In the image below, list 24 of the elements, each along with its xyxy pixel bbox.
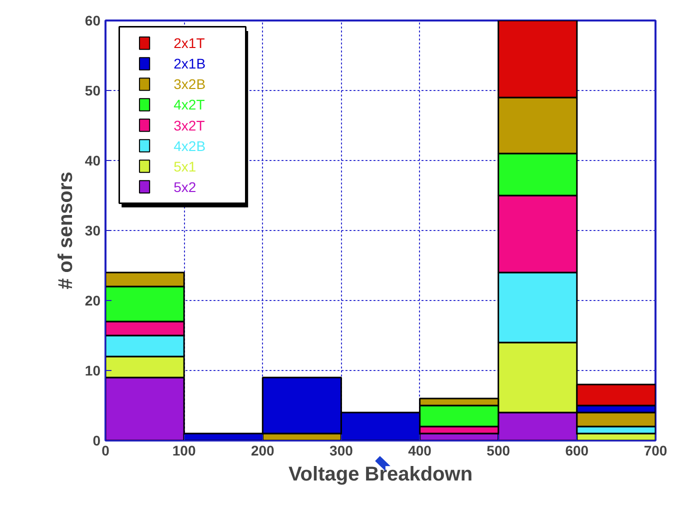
legend-label: 4x2T [174,96,206,113]
x-tick-label: 500 [486,442,510,458]
x-tick-label: 600 [565,442,589,458]
y-tick-label: 60 [84,12,101,28]
x-tick-label: 700 [644,442,668,458]
x-tick-label: 100 [172,442,196,458]
y-tick-label: 50 [84,82,101,98]
y-tick-label: 40 [84,152,101,168]
x-axis-title: Voltage Breakdown [288,464,473,486]
y-tick-label: 30 [84,222,101,238]
x-tick-label: 400 [408,442,432,458]
y-axis-title: # of sensors [54,172,77,290]
y-tick-label: 20 [84,292,101,308]
legend-label: 4x2B [174,138,206,154]
legend-label: 5x2 [174,178,196,195]
x-tick-label: 300 [330,442,354,458]
legend-label: 2x1B [174,56,206,72]
legend-label: 3x2B [174,76,206,92]
legend-label: 2x1T [174,35,206,52]
legend-label: 3x2T [174,117,206,134]
legend-label: 5x1 [174,158,196,174]
x-tick-label: 200 [250,442,275,458]
y-tick-label: 0 [92,432,101,448]
y-tick-label: 10 [84,362,101,378]
